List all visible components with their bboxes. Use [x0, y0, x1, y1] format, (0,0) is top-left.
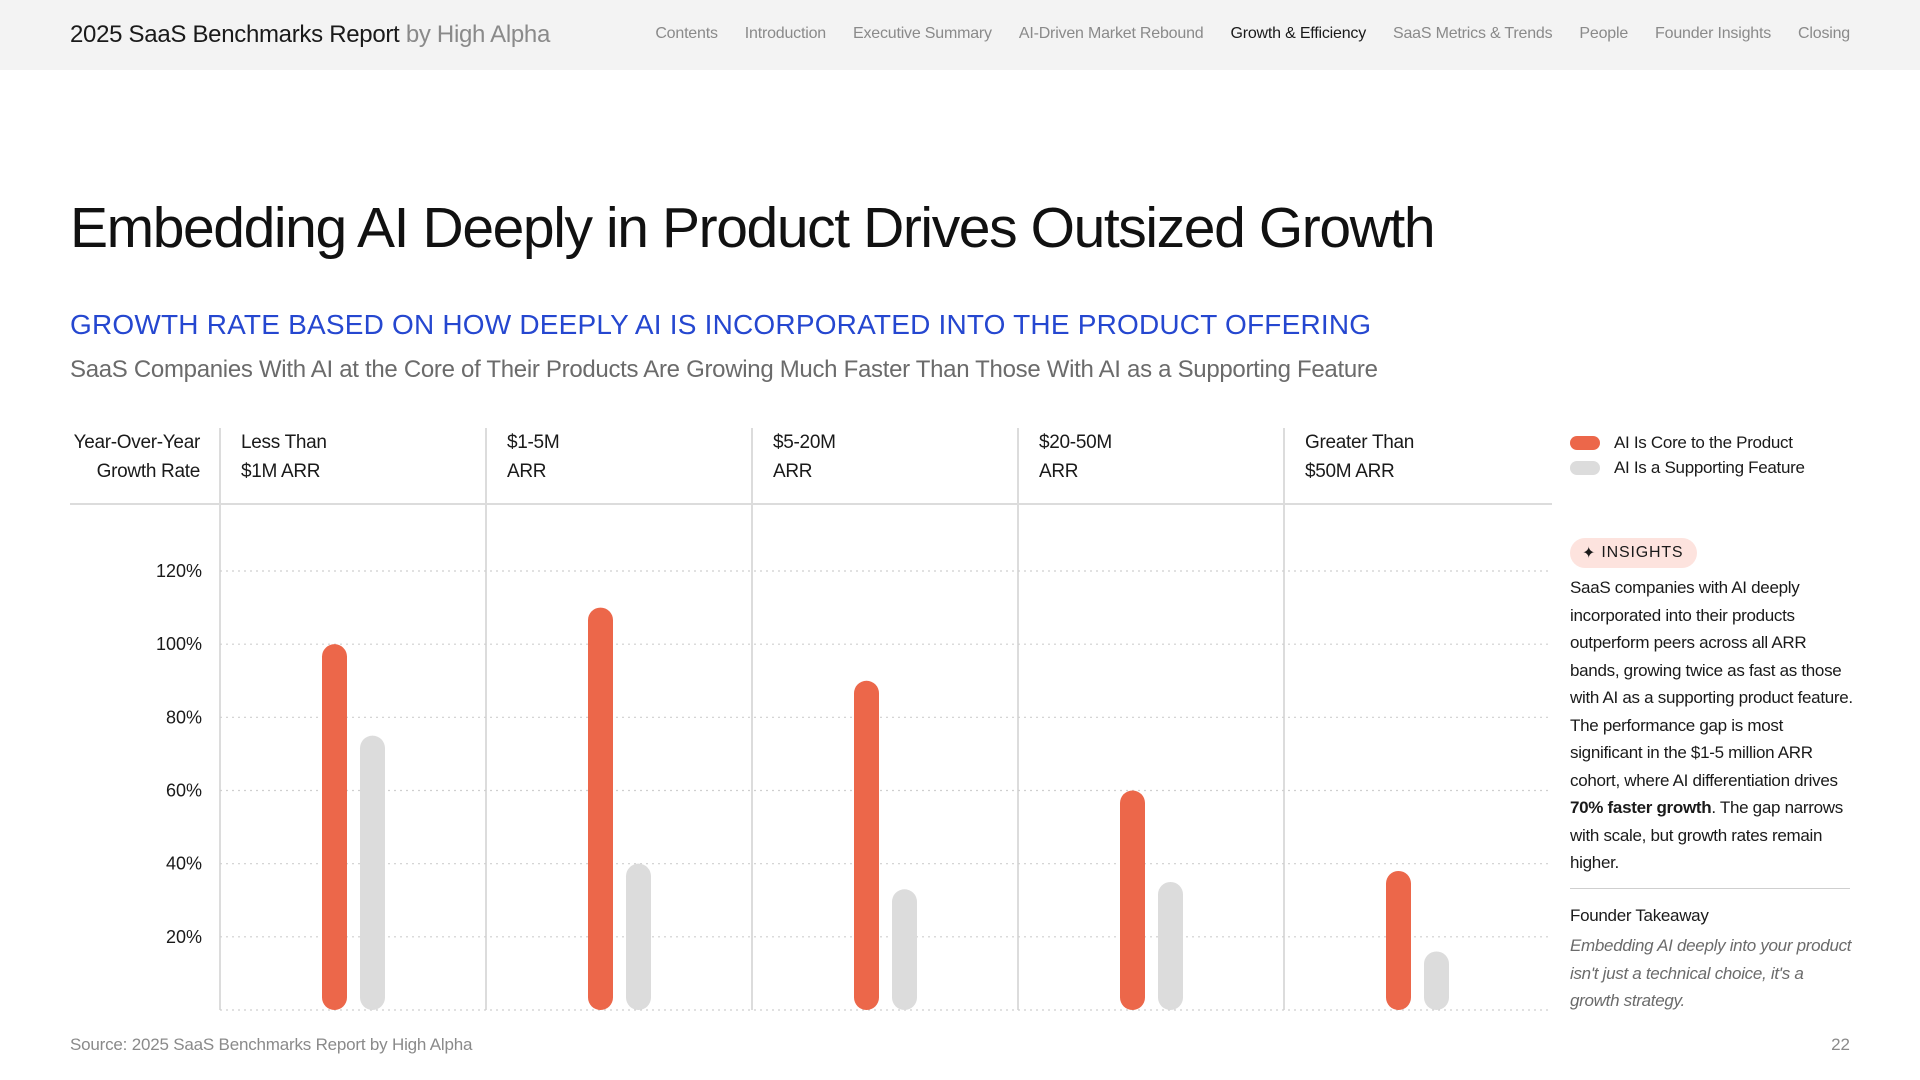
chart-subtitle: GROWTH RATE BASED ON HOW DEEPLY AI IS IN…	[70, 309, 1372, 340]
category-header: Greater Than $50M ARR	[1305, 432, 1415, 482]
nav-item-saas-metrics-trends[interactable]: SaaS Metrics & Trends	[1393, 25, 1553, 42]
insights-badge: ✦ INSIGHTS	[1570, 538, 1698, 568]
brand-title: 2025 SaaS Benchmarks Report	[70, 21, 400, 48]
nav-item-executive-summary[interactable]: Executive Summary	[852, 25, 992, 42]
bar-ai-supporting-3	[1158, 881, 1183, 1010]
legend-item: AI Is a Supporting Feature	[1570, 455, 1805, 480]
category-header: $1-5M ARR	[507, 432, 560, 482]
chart-caption: SaaS Companies With AI at the Core of Th…	[70, 356, 1378, 383]
nav-item-founder-insights[interactable]: Founder Insights	[1655, 25, 1772, 42]
bar-ai-supporting-4	[1424, 951, 1449, 1010]
bar-ai-core-4	[1386, 870, 1411, 1010]
legend-swatch	[1570, 460, 1600, 475]
bar-ai-core-3	[1120, 790, 1145, 1010]
legend-label: AI Is a Supporting Feature	[1614, 457, 1805, 477]
brand-by-line: by High Alpha	[405, 21, 551, 48]
bar-ai-core-0	[322, 644, 347, 1010]
insights-text-part: . The gap narrows with scale, but growth…	[1570, 798, 1843, 872]
nav-item-growth-efficiency[interactable]: Growth & Efficiency	[1230, 25, 1366, 42]
legend-label: AI Is Core to the Product	[1614, 432, 1793, 452]
insights-divider	[1570, 888, 1850, 889]
bar-ai-core-2	[854, 680, 879, 1010]
source-note: Source: 2025 SaaS Benchmarks Report by H…	[70, 1035, 473, 1054]
report-brand[interactable]: 2025 SaaS Benchmarks Report by High Alph…	[70, 21, 550, 49]
insights-text-part: SaaS companies with AI deeply incorporat…	[1570, 578, 1853, 790]
bar-ai-supporting-1	[626, 863, 651, 1010]
category-header: $5-20M ARR	[773, 432, 836, 482]
insights-text: SaaS companies with AI deeply incorporat…	[1570, 574, 1855, 877]
legend-item: AI Is Core to the Product	[1570, 430, 1805, 455]
bar-ai-supporting-2	[892, 889, 917, 1010]
nav-item-contents[interactable]: Contents	[655, 25, 718, 42]
insights-label: INSIGHTS	[1601, 544, 1684, 561]
sparkle-icon: ✦	[1582, 545, 1596, 562]
chart-legend: AI Is Core to the Product AI Is a Support…	[1570, 430, 1805, 480]
nav-item-introduction[interactable]: Introduction	[744, 25, 826, 42]
category-header: Less Than $1M ARR	[241, 432, 327, 482]
top-nav-bar: 2025 SaaS Benchmarks Report by High Alph…	[0, 0, 1920, 70]
y-tick-label: 100%	[156, 634, 202, 654]
y-tick-label: 40%	[166, 854, 202, 874]
section-nav: Contents Introduction Executive Summary AI-…	[655, 25, 1850, 43]
legend-swatch	[1570, 435, 1600, 450]
y-tick-label: 80%	[166, 707, 202, 727]
takeaway-title: Founder Takeaway	[1570, 906, 1709, 925]
nav-item-people[interactable]: People	[1579, 25, 1629, 42]
page-title: Embedding AI Deeply in Product Drives Ou…	[70, 196, 1436, 260]
nav-item-closing[interactable]: Closing	[1798, 25, 1850, 42]
y-tick-label: 20%	[166, 927, 202, 947]
y-axis-title: Year-Over-Year Growth Rate	[73, 432, 201, 482]
page-number: 22	[1831, 1035, 1850, 1054]
insights-highlight: 70% faster growth	[1570, 798, 1712, 817]
y-tick-label: 120%	[156, 561, 202, 581]
category-header: $20-50M ARR	[1039, 432, 1112, 482]
nav-item-ai-driven-market-rebound[interactable]: AI-Driven Market Rebound	[1018, 25, 1204, 42]
y-tick-label: 60%	[166, 781, 202, 801]
takeaway-text: Embedding AI deeply into your product is…	[1570, 936, 1852, 1010]
bar-ai-core-1	[588, 607, 613, 1010]
bar-ai-supporting-0	[360, 735, 385, 1010]
